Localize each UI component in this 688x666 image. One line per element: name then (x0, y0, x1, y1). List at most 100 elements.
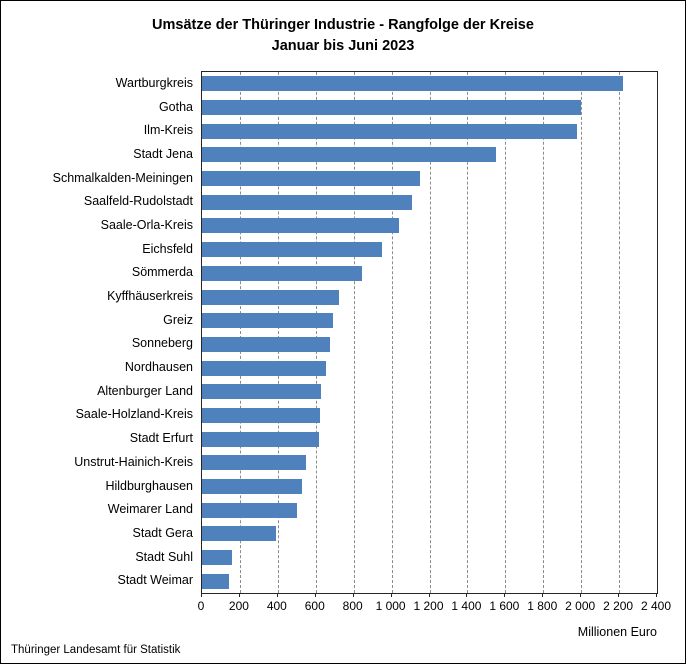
gridline (619, 72, 621, 593)
bar-Altenburger Land (202, 384, 322, 400)
y-axis-label: Weimarer Land (107, 502, 193, 517)
bar-Nordhausen (202, 360, 327, 376)
bar-Stadt Gera (202, 526, 276, 542)
gridline (391, 72, 393, 593)
bar-Sömmerda (202, 265, 363, 281)
y-axis-label: Eichsfeld (142, 241, 193, 256)
x-tick-mark (504, 593, 506, 597)
y-axis-label: Saalfeld-Rudolstadt (83, 194, 193, 209)
bar-Schmalkalden-Meiningen (202, 171, 421, 187)
chart-title-block: Umsätze der Thüringer Industrie - Rangfo… (1, 15, 685, 57)
x-tick-label: 800 (342, 599, 363, 613)
bar-Eichsfeld (202, 242, 383, 258)
bar-row (202, 427, 657, 451)
y-axis-label: Saale-Holzland-Kreis (75, 407, 193, 422)
bar-Stadt Jena (202, 147, 496, 163)
x-tick-mark (276, 593, 278, 597)
bar-row (202, 356, 657, 380)
y-axis-label: Nordhausen (124, 360, 193, 375)
chart-title: Umsätze der Thüringer Industrie - Rangfo… (152, 17, 534, 33)
y-axis-label: Sömmerda (131, 265, 193, 280)
y-axis-label: Saale-Orla-Kreis (100, 217, 193, 232)
x-tick-label: 600 (304, 599, 325, 613)
x-tick-label: 1 200 (413, 599, 444, 613)
bar-Saale-Orla-Kreis (202, 218, 400, 234)
bar-row (202, 333, 657, 357)
gridline (581, 72, 583, 593)
bar-row (202, 119, 657, 143)
y-axis-label: Sonneberg (131, 336, 193, 351)
gridline (277, 72, 279, 593)
bar-row (202, 214, 657, 238)
bar-row (202, 143, 657, 167)
y-axis-label: Stadt Jena (133, 146, 193, 161)
y-axis-label: Greiz (163, 312, 193, 327)
x-tick-label: 2 400 (640, 599, 672, 613)
x-tick-mark (466, 593, 468, 597)
x-tick-mark (542, 593, 544, 597)
y-axis-label: Unstrut-Hainich-Kreis (74, 454, 193, 469)
y-axis-label: Kyffhäuserkreis (107, 289, 193, 304)
y-axis-label: Stadt Gera (132, 525, 193, 540)
source-note: Thüringer Landesamt für Statistik (11, 644, 181, 656)
y-axis-label: Stadt Suhl (135, 549, 193, 564)
x-tick-mark (390, 593, 392, 597)
gridline (239, 72, 241, 593)
bar-Stadt Erfurt (202, 431, 319, 447)
bar-row (202, 190, 657, 214)
y-axis-label: Stadt Weimar (117, 573, 194, 588)
bar-row (202, 451, 657, 475)
bar-row (202, 522, 657, 546)
bar-Hildburghausen (202, 479, 302, 495)
y-axis-label: Wartburgkreis (115, 75, 193, 90)
chart-subtitle: Januar bis Juni 2023 (271, 38, 415, 54)
y-axis-label: Ilm-Kreis (143, 123, 193, 138)
bars-layer (202, 72, 657, 593)
x-tick-label: 0 (197, 599, 205, 613)
bar-Greiz (202, 313, 333, 329)
x-axis: 0 200 400 600 800 1 000 1 200 1 400 1 600 1 800 2 … (197, 593, 671, 615)
bar-row (202, 569, 657, 593)
gridline (505, 72, 507, 593)
bar-Sonneberg (202, 336, 330, 352)
x-tick-mark (656, 593, 657, 597)
bar-row (202, 167, 657, 191)
bar-row (202, 475, 657, 499)
bar-Saale-Holzland-Kreis (202, 407, 320, 423)
bar-row (202, 404, 657, 428)
x-tick-label: 1 000 (375, 599, 406, 613)
x-tick-label: 200 (228, 599, 249, 613)
gridline-layer (202, 72, 657, 593)
y-axis-label: Schmalkalden-Meiningen (52, 170, 193, 185)
gridline (353, 72, 355, 593)
x-tick-mark (201, 593, 202, 597)
x-tick-mark (352, 593, 354, 597)
bar-row (202, 285, 657, 309)
bar-Stadt Weimar (202, 573, 229, 589)
bar-Ilm-Kreis (202, 123, 578, 139)
x-tick-label: 1 600 (489, 599, 520, 613)
y-axis-label: Stadt Erfurt (129, 431, 193, 446)
bar-Gotha (202, 100, 582, 116)
y-axis-label: Altenburger Land (97, 383, 193, 398)
bar-Stadt Suhl (202, 550, 233, 566)
bar-Weimarer Land (202, 502, 297, 518)
bar-row (202, 309, 657, 333)
y-axis-label: Hildburghausen (105, 478, 193, 493)
x-tick-mark (238, 593, 240, 597)
plot-area (201, 71, 658, 594)
bar-Wartburgkreis (202, 76, 623, 92)
x-tick-label: 400 (266, 599, 287, 613)
bar-Unstrut-Hainich-Kreis (202, 455, 307, 471)
x-tick-label: 1 800 (527, 599, 558, 613)
bar-Kyffhäuserkreis (202, 289, 339, 305)
bar-row (202, 546, 657, 570)
bar-row (202, 96, 657, 120)
x-tick-label: 2 000 (565, 599, 596, 613)
y-axis-labels: Wartburgkreis Gotha Ilm-Kreis Stadt Jena Sch… (1, 71, 193, 592)
gridline (467, 72, 469, 593)
x-tick-mark (580, 593, 582, 597)
x-tick-label: 1 400 (451, 599, 482, 613)
gridline (429, 72, 431, 593)
